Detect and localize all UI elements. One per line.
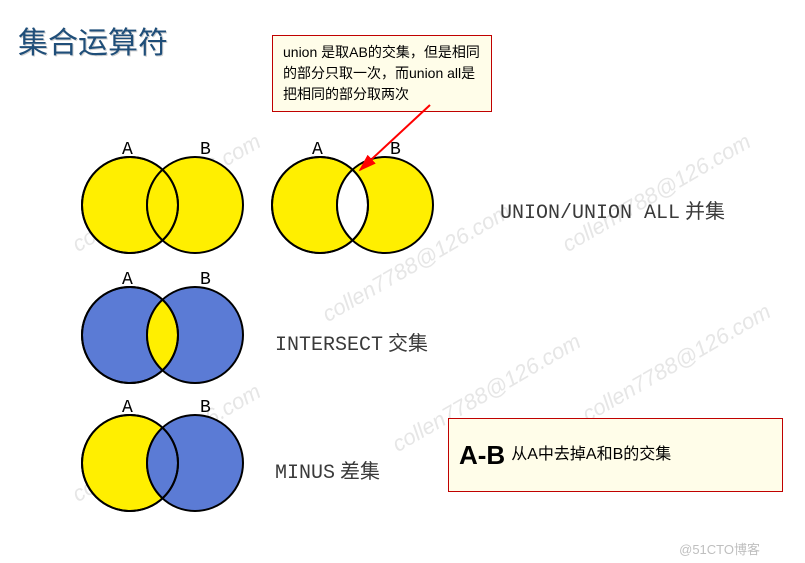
venn-diagrams (0, 0, 805, 563)
circle-label-b: B (200, 398, 211, 418)
circle-label-a: A (122, 140, 133, 160)
circle-label-a: A (122, 270, 133, 290)
footer-watermark: @51CTO博客 (679, 539, 760, 558)
circle-label-b: B (200, 140, 211, 160)
circle-label-b: B (390, 140, 401, 160)
circle-label-a: A (122, 398, 133, 418)
circle-label-b: B (200, 270, 211, 290)
circle-label-a: A (312, 140, 323, 160)
